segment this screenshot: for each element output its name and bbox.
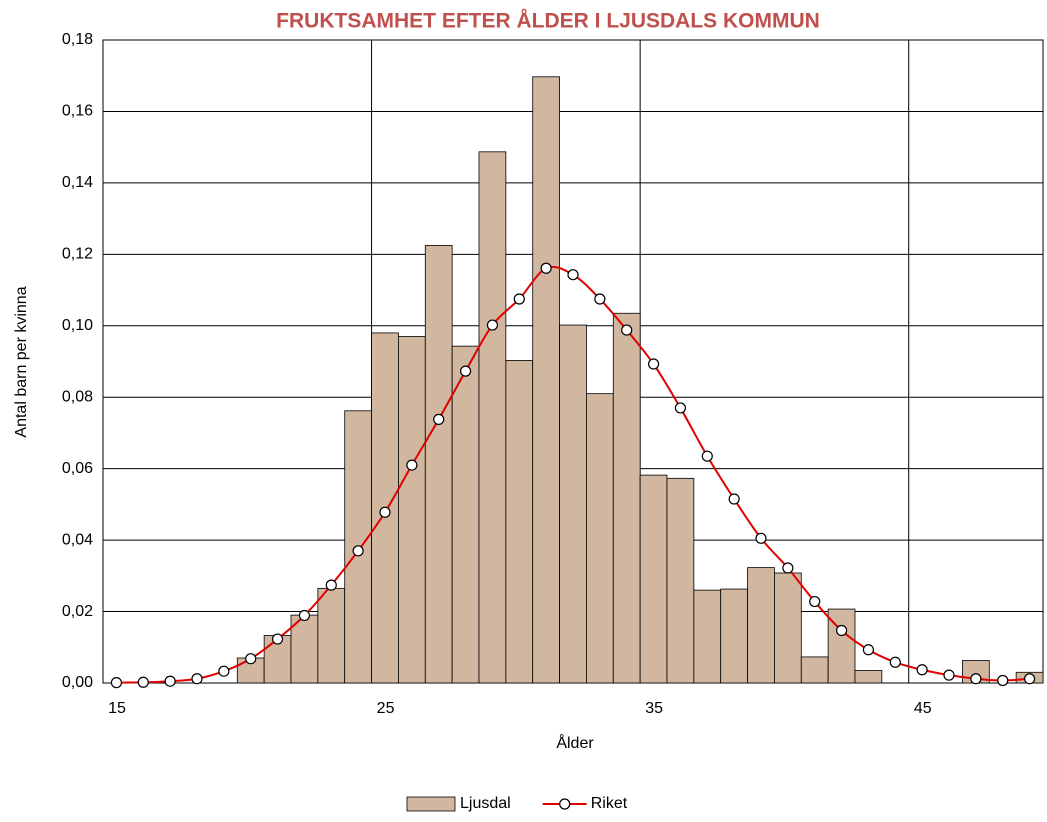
line-marker: [835, 624, 848, 637]
y-tick-label: 0,02: [62, 603, 93, 620]
line-marker: [110, 677, 123, 689]
line-marker: [298, 609, 311, 622]
line-marker: [379, 506, 391, 518]
line-marker: [782, 562, 794, 574]
y-tick-label: 0,12: [62, 246, 93, 263]
line-marker: [701, 450, 713, 462]
legend-swatch: [559, 798, 571, 810]
line-marker: [191, 673, 203, 685]
bar: [693, 589, 722, 684]
bar: [317, 587, 346, 684]
y-tick-label: 0,16: [62, 103, 93, 120]
x-tick-label: 15: [108, 700, 126, 717]
bar: [720, 588, 748, 684]
line-marker: [621, 324, 633, 336]
bar: [505, 360, 534, 684]
bar: [854, 670, 883, 684]
line-marker: [889, 656, 901, 668]
bar: [451, 345, 480, 684]
line-marker: [970, 673, 982, 685]
y-tick-label: 0,04: [62, 531, 93, 548]
legend-label: Ljusdal: [460, 795, 511, 812]
line-marker: [486, 319, 499, 331]
line-marker: [325, 579, 337, 591]
bar: [586, 393, 614, 684]
bar: [478, 151, 507, 684]
line-marker: [862, 644, 875, 656]
line-marker: [245, 653, 257, 665]
line-marker: [137, 676, 149, 688]
line-marker: [647, 358, 660, 370]
line-marker: [513, 293, 525, 305]
legend-label: Riket: [591, 795, 628, 812]
line-marker: [997, 674, 1009, 687]
y-tick-label: 0,18: [62, 31, 93, 48]
line-marker: [567, 269, 579, 281]
bar: [639, 474, 668, 684]
line-marker: [943, 669, 955, 681]
bar: [612, 312, 641, 684]
legend: Ljusdal Riket: [406, 795, 628, 812]
line-marker: [406, 459, 418, 471]
line-marker: [352, 545, 364, 557]
bar: [532, 76, 560, 684]
x-tick-label: 35: [645, 700, 663, 717]
line-marker: [916, 664, 928, 676]
line-marker: [164, 675, 176, 687]
line-marker: [540, 262, 552, 274]
line-marker: [433, 413, 445, 425]
bar: [424, 245, 453, 684]
bar: [290, 614, 319, 684]
line-marker: [755, 532, 767, 544]
y-tick-label: 0,06: [62, 460, 93, 477]
bar: [774, 572, 802, 684]
y-tick-label: 0,08: [62, 388, 93, 405]
line-marker: [594, 293, 606, 305]
legend-swatch: [406, 796, 456, 812]
bar: [559, 324, 587, 684]
x-axis-label: Ålder: [556, 733, 594, 752]
y-axis-label: Antal barn per kvinna: [13, 286, 30, 437]
chart-title: FRUKTSAMHET EFTER ÅLDER I LJUSDALS KOMMU…: [276, 9, 820, 33]
line-marker: [271, 633, 284, 645]
x-tick-label: 45: [914, 700, 932, 717]
y-tick-label: 0,00: [62, 674, 93, 691]
bar: [398, 336, 426, 684]
bar: [747, 567, 775, 684]
marks: [110, 76, 1044, 689]
line-marker: [218, 665, 230, 677]
y-tick-label: 0,10: [62, 317, 93, 334]
x-tick-label: 25: [377, 700, 395, 717]
bar: [800, 656, 829, 684]
line-marker: [459, 365, 472, 377]
bar: [666, 477, 695, 684]
line-marker: [674, 402, 687, 414]
line-marker: [728, 493, 740, 505]
line-marker: [1023, 673, 1036, 685]
y-tick-label: 0,14: [62, 174, 93, 191]
line-marker: [809, 595, 821, 608]
